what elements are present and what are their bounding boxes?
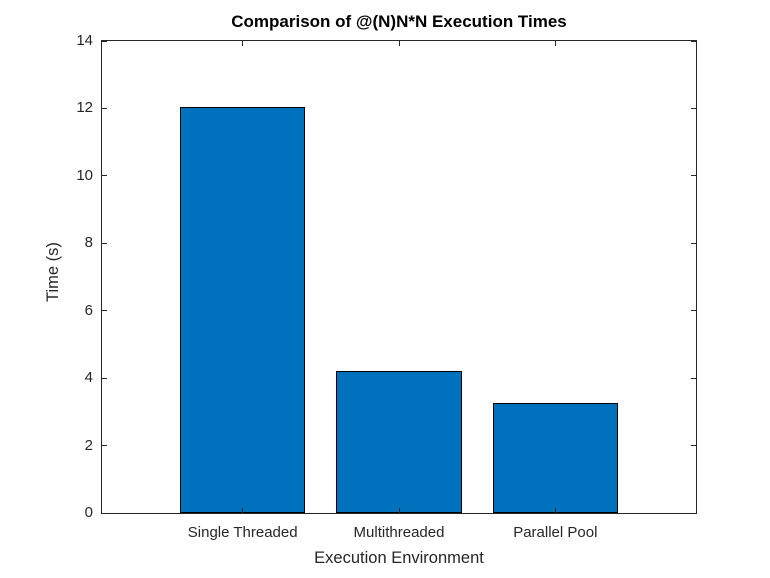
- y-tick-label-14: 14: [76, 32, 93, 49]
- x-tick-top: [398, 41, 400, 46]
- y-tick-left: [102, 40, 107, 42]
- y-tick-label-12: 12: [76, 99, 93, 117]
- y-axis-label: Time (s): [44, 242, 62, 302]
- x-tick-label-multithreaded: Multithreaded: [353, 524, 445, 541]
- y-tick-left: [102, 310, 107, 312]
- y-tick-right: [691, 377, 696, 379]
- y-tick-right: [691, 175, 696, 177]
- x-tick-top: [242, 41, 244, 46]
- y-tick-left: [102, 377, 107, 379]
- x-tick-label-single-threaded: Single Threaded: [187, 524, 298, 541]
- y-tick-label-2: 2: [84, 436, 93, 454]
- plot-area: [101, 40, 697, 514]
- x-tick-label-parallel-pool: Parallel Pool: [513, 524, 598, 541]
- x-tick-bottom: [398, 508, 400, 513]
- y-tick-right: [691, 40, 696, 42]
- y-tick-label-0: 0: [84, 504, 93, 521]
- y-tick-label-8: 8: [84, 234, 93, 252]
- y-tick-right: [691, 512, 696, 514]
- y-tick-left: [102, 175, 107, 177]
- y-tick-left: [102, 512, 107, 514]
- x-tick-top: [554, 41, 556, 46]
- x-tick-bottom: [554, 508, 556, 513]
- bar-parallel-pool: [492, 403, 618, 513]
- y-tick-left: [102, 242, 107, 244]
- x-tick-bottom: [242, 508, 244, 513]
- chart-title: Comparison of @(N)N*N Execution Times: [231, 12, 567, 31]
- x-axis-label: Execution Environment: [314, 549, 484, 567]
- bar-single-threaded: [180, 106, 306, 513]
- y-tick-right: [691, 310, 696, 312]
- y-tick-left: [102, 107, 107, 109]
- y-tick-label-4: 4: [84, 369, 93, 387]
- y-tick-right: [691, 242, 696, 244]
- y-tick-label-10: 10: [76, 166, 93, 184]
- y-tick-left: [102, 445, 107, 447]
- bar-multithreaded: [336, 371, 462, 513]
- y-tick-right: [691, 445, 696, 447]
- y-tick-right: [691, 107, 696, 109]
- y-tick-label-6: 6: [84, 301, 93, 319]
